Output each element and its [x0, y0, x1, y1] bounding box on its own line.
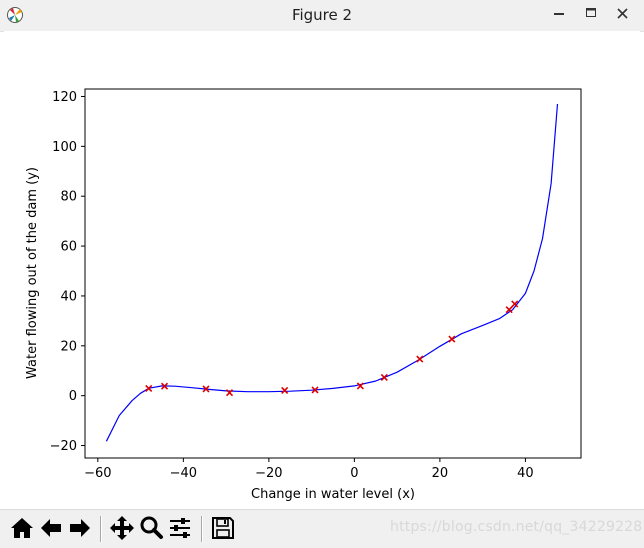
data-point-marker: [145, 384, 153, 393]
zoom-button[interactable]: [137, 514, 165, 542]
chart: −60 −40 −20 0 20 40 −20 0 20 40 60 80 100 120 Change…: [25, 88, 582, 502]
data-point-marker: [225, 389, 234, 397]
data-point-marker: [380, 373, 388, 382]
maximize-button[interactable]: [576, 0, 606, 28]
toolbar-separator: [201, 516, 203, 542]
back-button[interactable]: [37, 514, 65, 542]
x-tick-label: 0: [350, 466, 358, 481]
home-button[interactable]: [8, 514, 36, 542]
matplotlib-icon[interactable]: [6, 6, 24, 24]
data-point-marker: [281, 386, 289, 394]
minimize-icon: [554, 13, 564, 15]
pan-icon: [110, 516, 134, 540]
y-axis-label: Water flowing out of the dam (y): [25, 167, 40, 379]
x-tick-label: −60: [84, 466, 111, 481]
fit-curve-line: [105, 103, 559, 442]
navigation-toolbar: [0, 509, 644, 548]
close-button[interactable]: [608, 0, 638, 28]
maximize-icon: [586, 8, 596, 17]
minimize-button[interactable]: [544, 0, 574, 28]
x-tick-label: 20: [432, 466, 449, 481]
y-tick-label: 40: [60, 289, 77, 304]
toolbar-separator: [100, 516, 102, 542]
data-point-marker: [505, 306, 513, 314]
data-point-marker: [311, 386, 319, 394]
save-icon: [212, 517, 234, 539]
save-button[interactable]: [209, 514, 237, 542]
figure-canvas[interactable]: −60 −40 −20 0 20 40 −20 0 20 40 60 80 100 120 Change…: [4, 31, 640, 509]
configure-subplots-button[interactable]: [166, 514, 194, 542]
plot-series: [105, 103, 559, 442]
forward-button[interactable]: [66, 514, 94, 542]
y-tick-label: 100: [52, 140, 77, 155]
configure-subplots-icon: [170, 518, 190, 538]
data-point-marker: [356, 382, 364, 390]
forward-icon: [70, 519, 90, 537]
x-tick-label: 40: [517, 466, 534, 481]
data-point-marker: [160, 382, 169, 390]
y-tick-label: 80: [60, 190, 77, 205]
y-tick-label: 120: [52, 90, 77, 105]
data-point-marker: [511, 300, 519, 308]
watermark: https://blog.csdn.net/qq_34229228: [390, 519, 643, 535]
x-axis: −60 −40 −20 0 20 40: [84, 458, 534, 481]
data-point-marker: [416, 355, 424, 363]
y-tick-label: −20: [50, 439, 77, 454]
home-icon: [11, 518, 33, 538]
y-tick-label: 20: [60, 339, 77, 354]
plot-area: [84, 88, 582, 459]
close-icon: [617, 8, 628, 19]
y-tick-label: 0: [69, 389, 77, 404]
data-point-marker: [448, 335, 456, 343]
back-icon: [41, 519, 61, 537]
y-tick-label: 60: [60, 240, 77, 255]
y-axis: −20 0 20 40 60 80 100 120: [50, 90, 85, 454]
x-tick-label: −20: [255, 466, 282, 481]
zoom-icon: [140, 516, 163, 539]
pan-button[interactable]: [108, 514, 136, 542]
x-axis-label: Change in water level (x): [251, 487, 415, 502]
data-point-marker: [202, 385, 210, 393]
x-tick-label: −40: [170, 466, 197, 481]
title-bar: Figure 2: [0, 0, 644, 32]
